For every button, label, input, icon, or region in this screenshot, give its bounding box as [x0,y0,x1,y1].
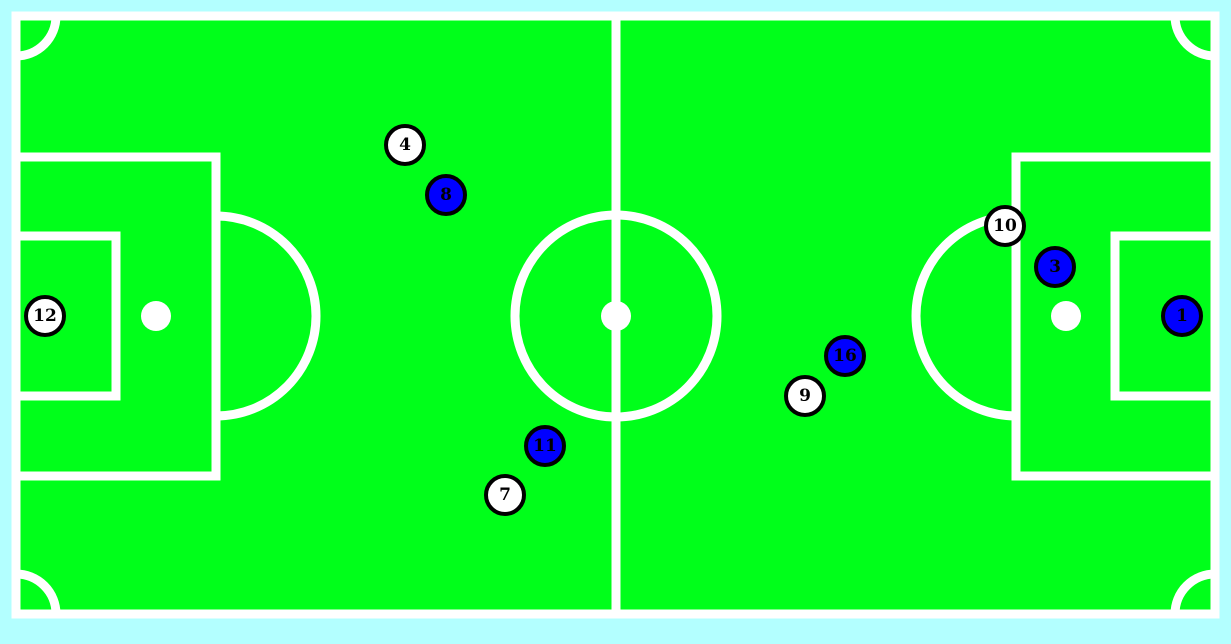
player-token-blue[interactable]: 8 [425,174,467,216]
player-marker[interactable] [1161,295,1203,337]
right-penalty-spot [1051,301,1081,331]
player-token-white[interactable]: 4 [384,124,426,166]
corner-arc-top-right [1170,15,1216,61]
corner-arc-top-left [15,15,61,61]
right-penalty-arc [911,211,1017,421]
center-circle [510,210,722,422]
player-number: 3 [1049,257,1061,277]
player-marker[interactable] [784,375,826,417]
left-goal-area [16,231,121,401]
players-layer: 12 4 8 11 7 16 9 10 3 1 [24,124,1203,516]
player-token-white[interactable]: 12 [24,295,66,337]
player-marker[interactable] [524,425,566,467]
right-penalty-area [1011,152,1215,481]
left-penalty-spot [141,301,171,331]
left-penalty-arc [215,211,321,421]
player-number: 12 [33,306,57,326]
player-marker[interactable] [484,474,526,516]
player-number: 9 [799,386,811,406]
player-number: 8 [440,185,452,205]
right-goal-area [1110,231,1215,401]
player-token-white[interactable]: 10 [984,205,1026,247]
player-number: 1 [1176,306,1188,326]
player-token-blue[interactable]: 16 [824,335,866,377]
player-token-blue[interactable]: 3 [1034,246,1076,288]
player-token-white[interactable]: 9 [784,375,826,417]
corner-arc-bottom-right [1170,569,1216,615]
player-number: 16 [833,346,857,366]
player-token-blue[interactable]: 1 [1161,295,1203,337]
player-marker[interactable] [984,205,1026,247]
player-marker[interactable] [425,174,467,216]
center-spot [601,301,631,331]
corner-arc-bottom-left [15,569,61,615]
player-token-white[interactable]: 7 [484,474,526,516]
player-marker[interactable] [824,335,866,377]
player-marker[interactable] [384,124,426,166]
pitch-markings [11,11,1220,619]
player-number: 7 [499,485,511,505]
player-number: 11 [533,436,557,456]
player-marker[interactable] [1034,246,1076,288]
left-penalty-area [16,152,221,481]
player-number: 10 [993,216,1017,236]
player-number: 4 [399,135,411,155]
player-marker[interactable] [24,295,66,337]
player-token-blue[interactable]: 11 [524,425,566,467]
